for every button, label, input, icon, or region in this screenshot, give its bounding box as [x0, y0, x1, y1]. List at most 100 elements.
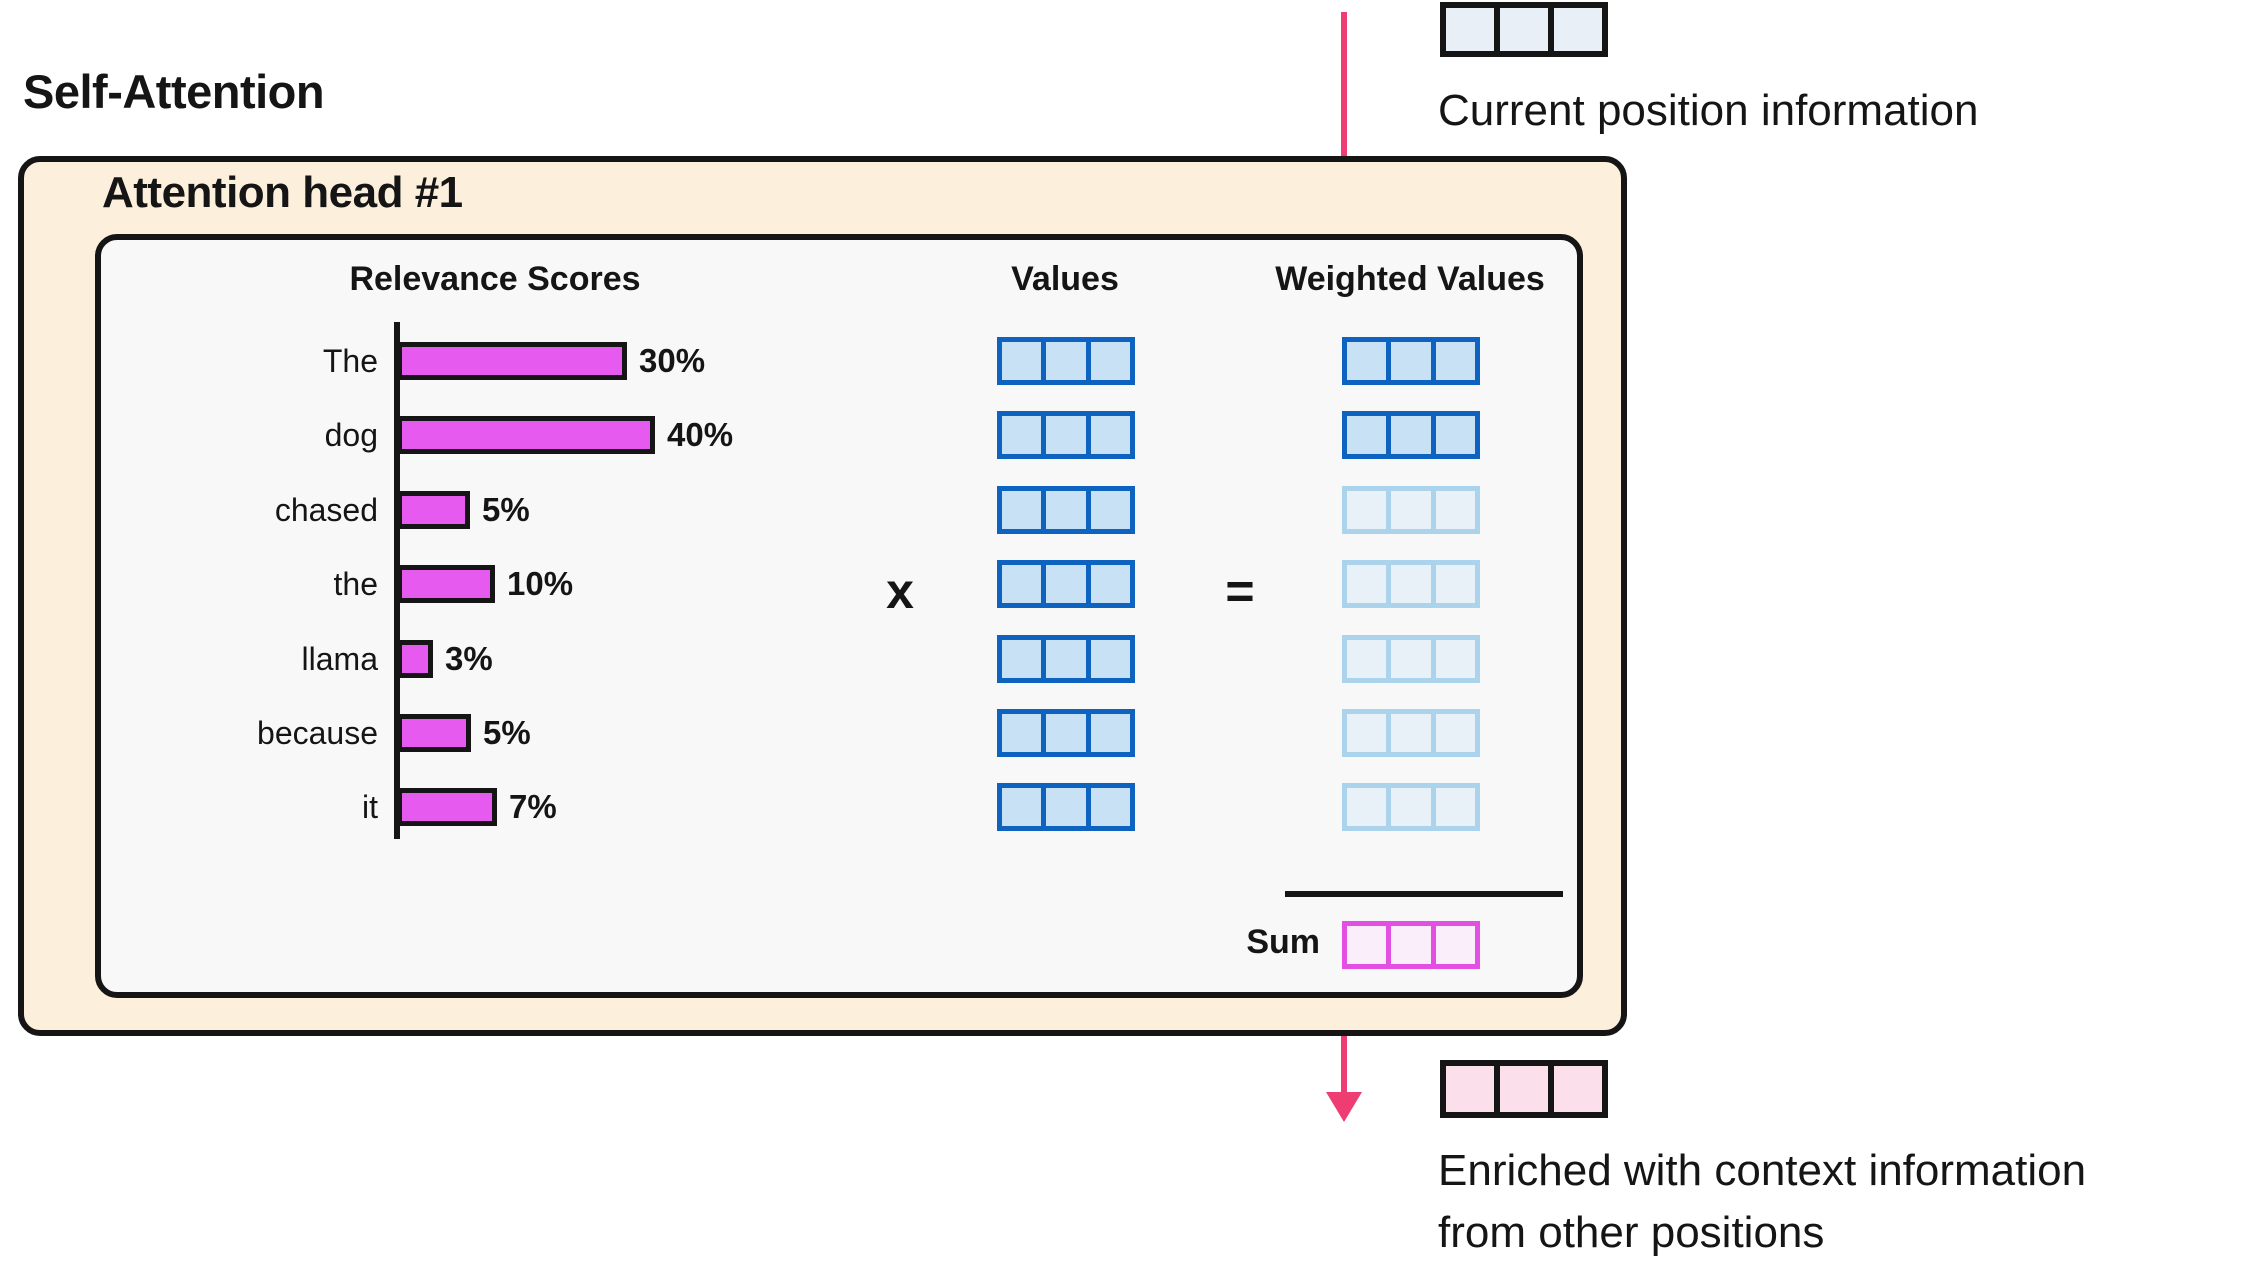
output-arrow-head [1326, 1092, 1362, 1122]
vector-cell [1347, 640, 1387, 678]
vector-cell [1446, 1066, 1494, 1112]
vector-cell [1002, 342, 1042, 380]
values-vector [997, 635, 1135, 683]
attention-head-label: Attention head #1 [102, 168, 463, 217]
bar-value: 40% [667, 416, 734, 453]
vector-cell [1090, 788, 1130, 826]
vector-cell [1391, 640, 1431, 678]
vector-cell [1002, 416, 1042, 454]
multiply-operator: x [886, 563, 914, 619]
vector-cell [1090, 714, 1130, 752]
relevance-bar [397, 416, 655, 454]
relevance-bar [397, 640, 433, 678]
vector-cell [1347, 714, 1387, 752]
weighted-values-vector [1342, 635, 1480, 683]
vector-cell [1435, 565, 1475, 603]
vector-cell [1435, 491, 1475, 529]
relevance-scores-header: Relevance Scores [349, 260, 641, 298]
bar-label: because [257, 715, 378, 751]
vector-cell [1046, 788, 1086, 826]
vector-cell [1046, 565, 1086, 603]
enriched-caption: Enriched with context information from o… [1438, 1140, 2086, 1264]
vector-cell [1347, 565, 1387, 603]
weighted-values-header: Weighted Values [1275, 260, 1545, 298]
values-vector [997, 411, 1135, 459]
vector-cell [1046, 714, 1086, 752]
sum-line [1285, 891, 1563, 897]
vector-cell [1347, 342, 1387, 380]
vector-cell [1090, 342, 1130, 380]
vector-cell [1435, 342, 1475, 380]
vector-cell [1002, 565, 1042, 603]
values-vector [997, 486, 1135, 534]
values-vector [997, 709, 1135, 757]
vector-cell [1347, 926, 1387, 964]
vector-cell [1435, 640, 1475, 678]
enriched-caption-line2: from other positions [1438, 1208, 1825, 1257]
relevance-bar [397, 342, 627, 380]
relevance-bar [397, 491, 470, 529]
bar-label: dog [324, 417, 378, 453]
vector-cell [1391, 491, 1431, 529]
bar-label: chased [274, 492, 378, 528]
values-vector [997, 337, 1135, 385]
vector-cell [1446, 8, 1494, 51]
vector-cell [1046, 342, 1086, 380]
vector-cell [1435, 714, 1475, 752]
vector-cell [1391, 565, 1431, 603]
enriched-caption-line1: Enriched with context information [1438, 1146, 2087, 1195]
vector-cell [1002, 714, 1042, 752]
weighted-values-vector [1342, 709, 1480, 757]
vector-cell [1391, 788, 1431, 826]
bar-label: the [333, 566, 378, 602]
bar-value: 5% [483, 714, 531, 751]
vector-cell [1391, 342, 1431, 380]
sum-vector [1342, 921, 1480, 969]
weighted-values-vector [1342, 486, 1480, 534]
vector-cell [1002, 491, 1042, 529]
equals-operator: = [1225, 563, 1255, 619]
vector-cell [1046, 416, 1086, 454]
current-position-caption: Current position information [1438, 86, 1979, 135]
vector-cell [1347, 416, 1387, 454]
input-arrow-line [1341, 12, 1347, 158]
sum-label: Sum [1246, 923, 1320, 961]
vector-cell [1090, 416, 1130, 454]
enriched-vector [1440, 1060, 1608, 1118]
vector-cell [1554, 1066, 1602, 1112]
vector-cell [1090, 491, 1130, 529]
output-arrow-line [1341, 1036, 1347, 1094]
vector-cell [1435, 416, 1475, 454]
vector-cell [1391, 714, 1431, 752]
bar-label: it [362, 789, 378, 825]
current-position-vector [1440, 2, 1608, 57]
vector-cell [1002, 640, 1042, 678]
weighted-values-vector [1342, 411, 1480, 459]
bar-value: 5% [482, 491, 530, 528]
weighted-values-vector [1342, 337, 1480, 385]
bar-label: llama [301, 641, 378, 677]
vector-cell [1435, 788, 1475, 826]
vector-cell [1090, 640, 1130, 678]
values-vector [997, 783, 1135, 831]
relevance-bar [397, 788, 497, 826]
relevance-bar [397, 565, 495, 603]
vector-cell [1002, 788, 1042, 826]
vector-cell [1090, 565, 1130, 603]
bar-value: 10% [507, 565, 574, 602]
vector-cell [1391, 416, 1431, 454]
page-title: Self-Attention [23, 65, 325, 118]
vector-cell [1500, 1066, 1548, 1112]
weighted-values-vector [1342, 560, 1480, 608]
vector-cell [1046, 640, 1086, 678]
values-vector [997, 560, 1135, 608]
vector-cell [1435, 926, 1475, 964]
vector-cell [1046, 491, 1086, 529]
values-header: Values [1011, 260, 1119, 298]
vector-cell [1347, 788, 1387, 826]
bar-value: 3% [445, 640, 493, 677]
vector-cell [1347, 491, 1387, 529]
relevance-bar [397, 714, 471, 752]
bar-value: 7% [509, 788, 557, 825]
